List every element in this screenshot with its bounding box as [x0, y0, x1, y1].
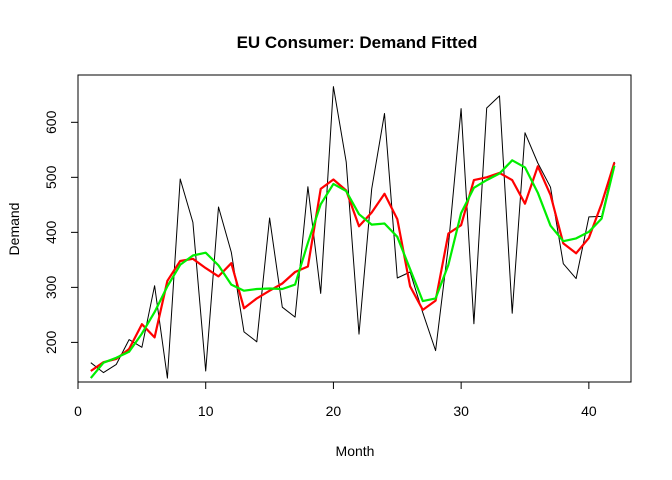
- y-tick-label: 200: [43, 330, 59, 354]
- x-axis-label: Month: [336, 443, 375, 459]
- y-axis: 200 300 400 500 600: [43, 110, 79, 354]
- series-line-3: [89, 159, 616, 379]
- x-axis: 0 10 20 30 40: [74, 381, 597, 419]
- chart-title: EU Consumer: Demand Fitted: [237, 33, 478, 52]
- y-tick-label: 300: [43, 275, 59, 299]
- series-line-2: [90, 162, 616, 372]
- x-tick-label: 20: [326, 403, 342, 419]
- y-axis-label: Demand: [6, 203, 22, 256]
- x-tick-label: 40: [581, 403, 597, 419]
- series-line-1: [90, 86, 615, 379]
- plot-frame: [77, 74, 632, 383]
- x-tick-label: 10: [198, 403, 214, 419]
- x-tick-label: 0: [74, 403, 82, 419]
- x-tick-label: 30: [453, 403, 469, 419]
- y-tick-label: 400: [43, 220, 59, 244]
- y-tick-label: 500: [43, 165, 59, 189]
- series-layer: [89, 86, 616, 379]
- y-tick-label: 600: [43, 110, 59, 134]
